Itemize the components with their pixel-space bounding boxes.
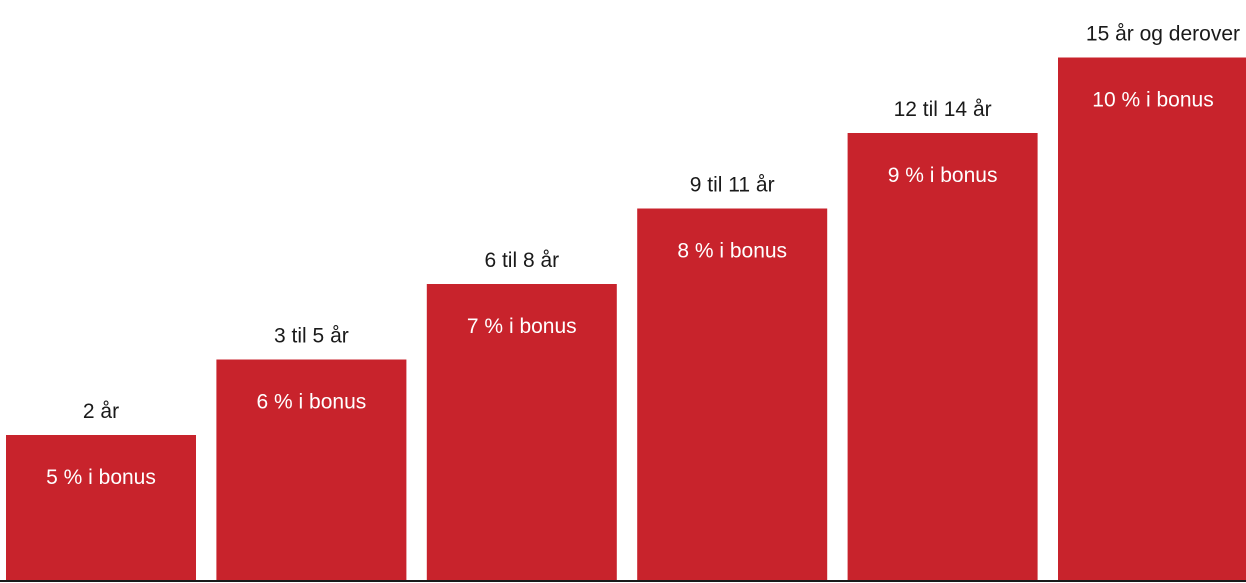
bar-3 <box>426 284 617 580</box>
category-label-2: 3 til 5 år <box>274 325 349 348</box>
value-label-5: 9 % i bonus <box>888 164 998 187</box>
bar-2 <box>216 359 407 580</box>
category-label-4: 9 til 11 år <box>690 174 775 197</box>
bar-6 <box>1058 57 1246 580</box>
bars-layer: 2 år 5 % i bonus 3 til 5 år 6 % i bonus 6 ti… <box>6 23 1246 580</box>
bar-1 <box>6 435 196 580</box>
value-label-6: 10 % i bonus <box>1092 89 1213 112</box>
category-label-1: 2 år <box>83 400 119 423</box>
bar-4 <box>637 208 828 580</box>
category-label-3: 6 til 8 år <box>484 249 559 272</box>
bar-5 <box>847 133 1038 580</box>
category-label-5: 12 til 14 år <box>894 98 992 121</box>
value-label-3: 7 % i bonus <box>467 315 577 338</box>
category-label-6: 15 år og derover <box>1086 23 1240 46</box>
value-label-4: 8 % i bonus <box>677 240 787 263</box>
value-label-2: 6 % i bonus <box>257 391 367 414</box>
value-label-1: 5 % i bonus <box>46 466 156 489</box>
